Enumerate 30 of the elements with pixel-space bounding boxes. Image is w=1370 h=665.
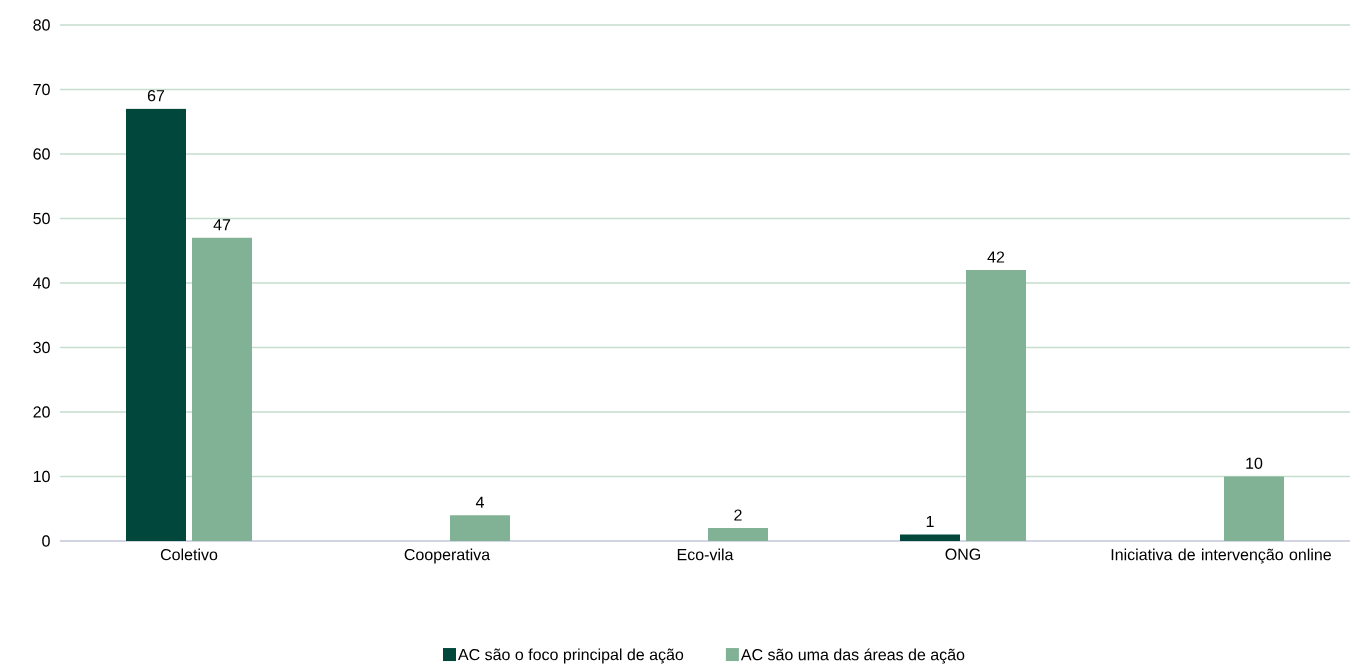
bar <box>1223 476 1284 541</box>
bar <box>965 270 1026 541</box>
bar <box>450 515 510 541</box>
y-tick-label: 30 <box>33 341 50 354</box>
data-label: 47 <box>213 219 231 231</box>
x-tick-label: Cooperativa <box>404 548 491 564</box>
bar <box>192 237 252 541</box>
x-tick-label: ONG <box>945 548 981 560</box>
y-tick-label: 10 <box>33 470 50 483</box>
x-tick-label: Iniciativa de intervenção online <box>1111 548 1331 564</box>
x-tick-label: Eco-vila <box>677 548 734 561</box>
bar <box>708 528 768 541</box>
data-label: 67 <box>147 90 165 102</box>
y-tick-label: 80 <box>33 19 50 31</box>
y-tick-label: 20 <box>33 406 50 418</box>
y-tick-label: 0 <box>42 535 50 547</box>
y-tick-label: 40 <box>33 277 50 289</box>
y-tick-label: 70 <box>33 83 50 96</box>
y-tick-label: 60 <box>33 148 50 160</box>
legend-label: AC são o foco principal de ação <box>458 648 684 664</box>
y-tick-label: 50 <box>33 212 50 225</box>
bar <box>126 108 186 541</box>
bar <box>899 534 960 541</box>
x-tick-label: Coletivo <box>160 548 218 561</box>
data-label: 4 <box>475 496 484 508</box>
data-label: 2 <box>734 509 742 521</box>
data-label: 42 <box>987 251 1005 263</box>
data-label: 10 <box>1246 457 1263 469</box>
legend-label: AC são uma das áreas de ação <box>740 648 965 664</box>
data-label: 1 <box>926 516 934 528</box>
